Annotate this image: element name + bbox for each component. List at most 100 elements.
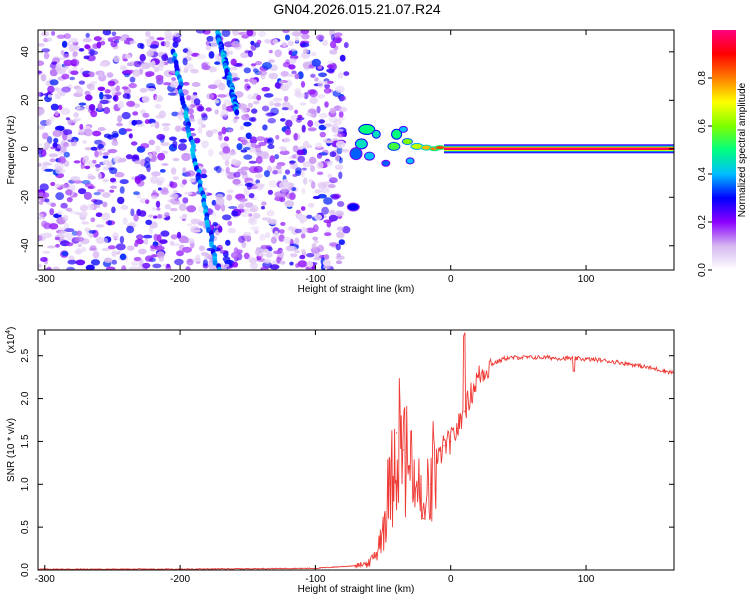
noise-blob [314,77,319,82]
noise-blob [336,201,345,207]
noise-blob [186,95,192,101]
noise-blob [70,70,79,76]
noise-blob [237,31,248,36]
noise-blob [68,44,76,52]
noise-blob [143,234,153,239]
noise-blob [90,146,98,151]
noise-blob [48,153,59,158]
noise-blob [261,206,265,210]
noise-blob [156,207,161,211]
colorbar-scale [712,30,736,270]
transition-blob [387,141,401,151]
noise-blob [302,48,310,54]
noise-blob [210,39,219,48]
noise-blob [215,197,225,206]
noise-blob [172,176,179,180]
spectrogram-x-ticks: -300 -200 -100 0 100 [35,30,595,285]
noise-blob [289,58,297,64]
noise-blob [220,109,229,117]
noise-blob [228,50,233,55]
noise-blob [182,179,187,185]
snr-data-point [355,565,357,567]
noise-blob [178,216,186,220]
noise-blob [161,54,169,62]
noise-blob [294,109,299,115]
noise-blob [197,221,208,227]
noise-blob [314,239,319,244]
noise-blob [334,32,343,37]
noise-blob [95,224,105,228]
snr-x-label: Height of straight line (km) [298,584,415,595]
noise-blob [334,164,344,170]
snr-data-point [416,483,418,485]
noise-blob [81,221,90,225]
noise-blob [164,212,170,217]
noise-blob [255,179,260,184]
transition-blob [371,129,381,139]
noise-blob [129,76,136,83]
x-tick-label: -300 [35,274,55,285]
noise-blob [167,92,177,96]
noise-blob [45,119,52,126]
snr-data-point [585,358,587,360]
noise-blob [250,40,255,46]
noise-blob [157,187,162,191]
noise-blob [38,107,45,115]
noise-blob [97,143,105,149]
noise-blob [38,162,42,167]
x-tick-label: 100 [578,574,595,585]
noise-blob [284,200,295,208]
noise-blob [128,82,137,89]
noise-blob [174,258,184,266]
noise-blob [94,150,99,158]
noise-blob [56,34,66,39]
noise-blob [312,224,319,233]
noise-blob [80,211,88,217]
noise-blob [298,214,308,223]
noise-blob [243,121,252,127]
noise-blob [130,208,135,217]
x-tick-label: -200 [170,274,190,285]
noise-blob [230,58,237,66]
noise-blob [301,124,306,133]
noise-blob [151,195,158,200]
noise-blob [261,86,271,92]
noise-blob [197,118,204,126]
noise-blob [228,128,233,133]
noise-blob [243,187,250,196]
noise-blob [107,80,116,87]
noise-blob [176,113,184,119]
noise-blob [96,203,101,208]
noise-blob [284,169,291,175]
noise-blob [112,232,119,240]
noise-blob [60,91,66,97]
noise-blob [103,106,111,115]
noise-blob [88,233,94,238]
noise-blob [112,96,118,101]
noise-blob [303,92,309,100]
noise-blob [240,201,246,206]
noise-blob [145,219,153,225]
noise-blob [126,225,135,234]
noise-blob [324,83,331,89]
noise-blob [212,222,218,227]
noise-blob [41,220,48,228]
snr-x-ticks: -300 -200 -100 0 100 [35,330,595,585]
noise-blob [335,140,346,149]
noise-blob [137,42,144,49]
noise-blob [121,86,129,90]
noise-blob [248,117,256,122]
noise-blob [322,259,332,267]
noise-blob [110,185,117,189]
noise-blob [290,253,298,258]
snr-data-point [429,483,431,485]
noise-blob [44,168,54,172]
noise-blob [172,157,180,162]
noise-blob [213,99,220,104]
noise-blob [223,260,232,264]
snr-marks [38,332,674,570]
noise-blob [151,207,157,211]
transition-blob [358,123,376,135]
noise-blob [61,251,69,257]
noise-blob [282,30,290,34]
